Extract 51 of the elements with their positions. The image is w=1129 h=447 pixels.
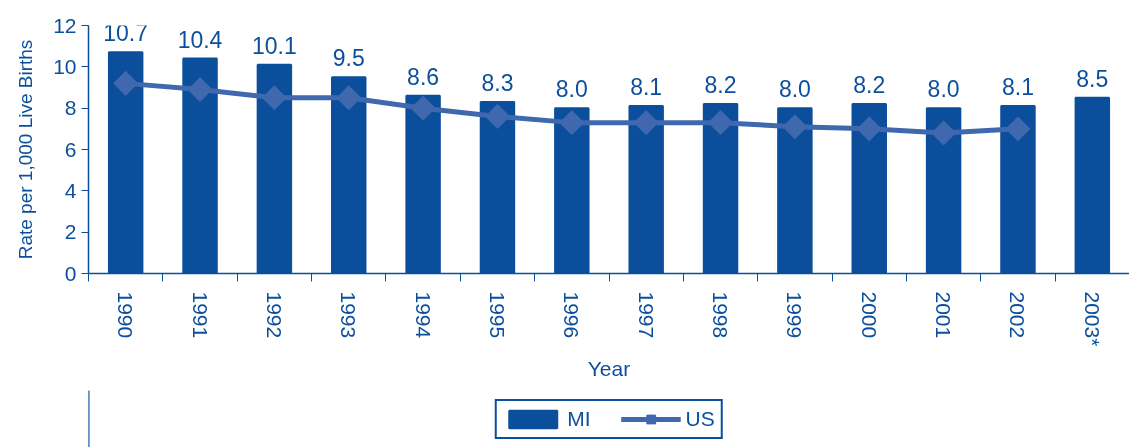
y-tick-label: 4 — [64, 178, 77, 202]
point — [1005, 116, 1031, 142]
legend-label: MI — [567, 406, 591, 431]
x-tick-label: 1990 — [114, 291, 138, 339]
data-label: 8.2 — [853, 72, 886, 99]
data-label: 8.0 — [778, 76, 811, 103]
point — [856, 116, 882, 142]
y-tick-label: 8 — [64, 96, 77, 120]
x-tick-label: 1997 — [634, 291, 658, 339]
data-label: 9.5 — [332, 45, 365, 72]
point — [113, 70, 139, 96]
point — [633, 110, 659, 136]
x-tick-label: 1995 — [485, 291, 509, 339]
data-label: 10.4 — [177, 26, 223, 53]
point — [484, 103, 510, 129]
x-tick-label: 1998 — [709, 291, 733, 339]
data-label: 8.0 — [555, 76, 588, 103]
point — [782, 114, 808, 140]
x-tick-label: 1993 — [337, 291, 361, 339]
y-tick-label: 12 — [53, 13, 77, 37]
point — [410, 95, 436, 121]
data-label: 8.2 — [704, 72, 737, 99]
data-label: 8.5 — [1076, 65, 1109, 92]
x-tick-label: 1991 — [188, 291, 212, 339]
point — [559, 110, 585, 136]
x-tick-label: 1996 — [560, 291, 584, 339]
y-tick-label: 6 — [64, 137, 77, 161]
y-tick-label: 2 — [64, 220, 77, 244]
data-label: 10.1 — [252, 32, 297, 59]
point — [261, 85, 287, 111]
x-axis-title: Year — [587, 357, 631, 381]
legend-label: US — [685, 406, 715, 431]
x-tick-label: 2002 — [1006, 291, 1030, 339]
x-tick-label: 2000 — [857, 291, 881, 339]
point — [336, 85, 362, 111]
data-label: 8.0 — [927, 76, 960, 103]
x-tick-label: 1999 — [783, 291, 807, 339]
x-tick-label: 2003* — [1080, 291, 1104, 347]
point — [187, 77, 213, 103]
data-label: 8.1 — [630, 74, 663, 101]
point — [708, 110, 734, 136]
x-tick-label: 1992 — [262, 291, 286, 339]
y-axis-title: Rate per 1,000 Live Births — [15, 39, 37, 260]
y-tick-label: 10 — [53, 54, 77, 78]
x-tick-label: 1994 — [411, 291, 435, 339]
x-tick-label: 2001 — [932, 291, 956, 339]
data-label: 8.6 — [407, 63, 440, 90]
point — [931, 120, 957, 146]
y-tick-label: 0 — [64, 261, 77, 285]
data-label: 8.1 — [1001, 74, 1034, 101]
data-label: 8.3 — [481, 69, 514, 96]
